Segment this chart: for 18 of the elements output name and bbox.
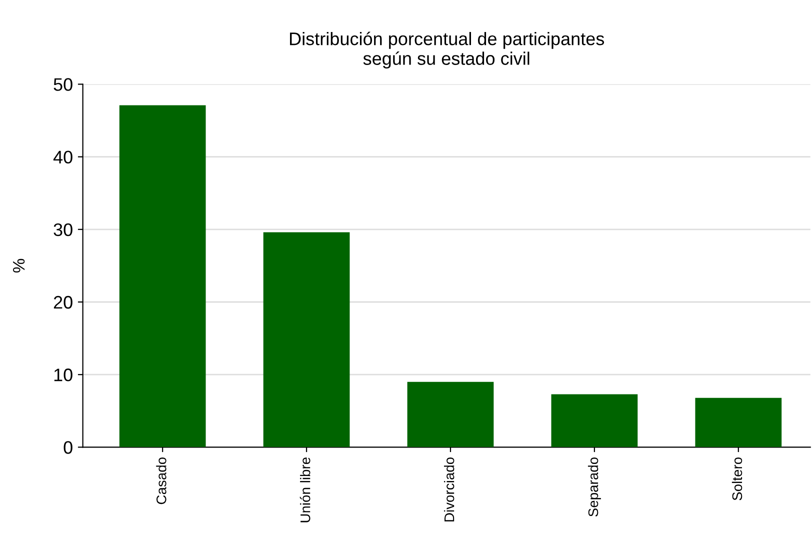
x-tick-label: Separado xyxy=(588,457,601,517)
x-tick-label: Unión libre xyxy=(300,458,310,522)
chart-title: Distribución porcentual de participantes según su estado civil xyxy=(290,32,604,69)
x-tick-label: Divorciado xyxy=(444,457,454,522)
bar xyxy=(407,382,494,448)
y-tick-label: 40 xyxy=(53,150,72,164)
x-tick-label: Casado xyxy=(156,457,166,504)
y-tick-label: 30 xyxy=(54,223,72,236)
y-tick-label: 0 xyxy=(64,441,72,454)
y-tick-label: 50 xyxy=(54,78,72,91)
bar xyxy=(263,232,350,448)
y-tick-label: 10 xyxy=(54,368,72,382)
bar xyxy=(119,105,206,448)
y-tick-label: 20 xyxy=(54,296,72,309)
bar xyxy=(551,394,638,448)
y-axis-title: % xyxy=(12,258,25,273)
bar xyxy=(695,398,782,448)
x-tick-label: Soltero xyxy=(732,457,742,500)
